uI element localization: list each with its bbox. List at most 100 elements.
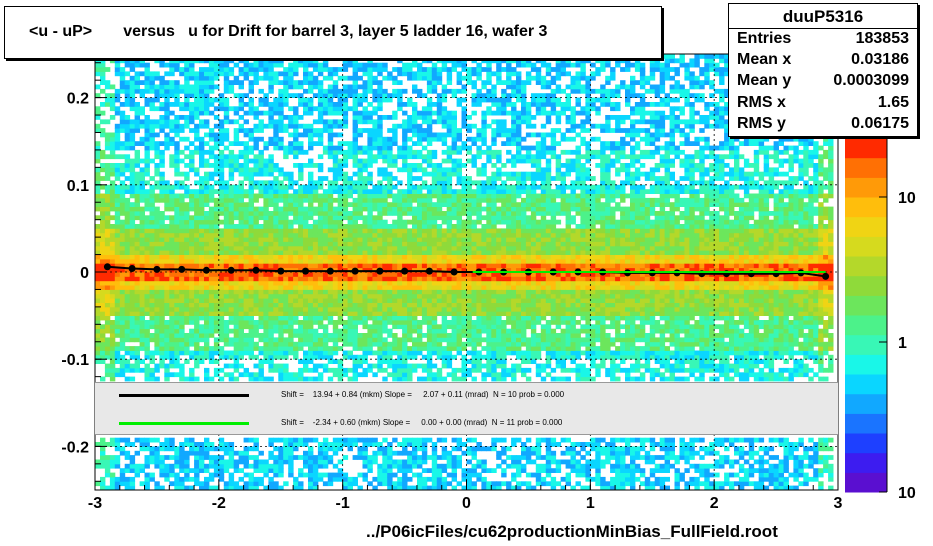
heatmap-cell	[322, 88, 329, 94]
heatmap-cell	[149, 206, 155, 212]
heatmap-cell	[357, 315, 363, 321]
heatmap-cell	[169, 446, 175, 452]
heatmap-cell	[124, 206, 131, 212]
heatmap-cell	[327, 442, 334, 447]
heatmap-cell	[303, 237, 309, 242]
heatmap-cell	[332, 437, 339, 443]
heatmap-cell	[169, 293, 175, 299]
heatmap-cell	[347, 176, 353, 181]
heatmap-cell	[114, 463, 121, 469]
heatmap-cell	[228, 219, 235, 225]
heatmap-cell	[223, 280, 230, 286]
heatmap-cell	[357, 354, 363, 360]
heatmap-cell	[208, 176, 215, 181]
heatmap-cell	[238, 128, 244, 133]
heatmap-cell	[124, 463, 131, 469]
heatmap-cell	[387, 228, 393, 234]
heatmap-cell	[417, 446, 423, 452]
heatmap-cell	[154, 302, 160, 308]
heatmap-cell	[109, 237, 116, 242]
heatmap-cell	[233, 241, 240, 247]
heatmap-cell	[308, 106, 314, 112]
heatmap-cell	[109, 215, 116, 221]
heatmap-cell	[139, 206, 145, 212]
heatmap-cell	[263, 280, 269, 286]
heatmap-cell	[327, 88, 334, 94]
heatmap-cell	[387, 145, 393, 151]
heatmap-cell	[204, 354, 210, 360]
heatmap-cell	[342, 267, 349, 273]
heatmap-cell	[104, 228, 111, 234]
heatmap-cell	[104, 320, 111, 325]
heatmap-cell	[263, 215, 269, 221]
heatmap-cell	[332, 328, 339, 334]
heatmap-cell	[308, 145, 314, 151]
heatmap-cell	[308, 245, 314, 251]
heatmap-cell	[119, 302, 126, 308]
heatmap-cell	[95, 354, 101, 360]
heatmap-cell	[407, 163, 413, 168]
heatmap-cell	[412, 455, 418, 460]
heatmap-cell	[179, 84, 185, 90]
heatmap-cell	[421, 219, 428, 225]
heatmap-cell	[208, 472, 215, 478]
heatmap-cell	[412, 350, 418, 356]
heatmap-cell	[223, 285, 230, 290]
heatmap-cell	[382, 154, 388, 160]
heatmap-cell	[392, 481, 398, 487]
heatmap-cell	[436, 311, 443, 316]
heatmap-cell	[223, 276, 230, 282]
heatmap-cell	[154, 289, 160, 295]
heatmap-cell	[342, 232, 349, 238]
heatmap-cell	[119, 481, 126, 487]
heatmap-cell	[288, 219, 294, 225]
heatmap-cell	[174, 346, 180, 351]
heatmap-cell	[283, 84, 289, 90]
heatmap-cell	[417, 472, 423, 478]
heatmap-cell	[377, 354, 383, 360]
heatmap-cell	[204, 450, 210, 456]
heatmap-cell	[223, 228, 230, 234]
heatmap-cell	[372, 202, 378, 207]
heatmap-cell	[357, 215, 363, 221]
heatmap-cell	[104, 93, 111, 98]
heatmap-cell	[441, 110, 448, 116]
heatmap-cell	[114, 306, 121, 312]
heatmap-cell	[159, 211, 165, 216]
heatmap-cell	[362, 254, 368, 260]
heatmap-cell	[451, 163, 457, 168]
heatmap-cell	[288, 176, 294, 181]
heatmap-cell	[194, 311, 200, 316]
heatmap-cell	[258, 97, 264, 103]
heatmap-cell	[263, 67, 269, 72]
heatmap-cell	[407, 123, 413, 129]
heatmap-cell	[100, 206, 106, 212]
heatmap-cell	[218, 119, 225, 125]
heatmap-cell	[352, 372, 358, 378]
heatmap-cell	[441, 132, 448, 138]
heatmap-cell	[109, 132, 116, 138]
heatmap-cell	[213, 189, 220, 194]
heatmap-cell	[421, 285, 428, 290]
heatmap-cell	[95, 311, 101, 316]
heatmap-cell	[169, 102, 175, 107]
heatmap-cell	[134, 149, 140, 155]
heatmap-cell	[134, 180, 140, 186]
heatmap-cell	[95, 333, 101, 338]
heatmap-cell	[283, 376, 289, 382]
heatmap-cell	[283, 197, 289, 203]
heatmap-cell	[446, 350, 453, 356]
heatmap-cell	[199, 184, 205, 190]
heatmap-cell	[412, 176, 418, 181]
heatmap-cell	[446, 459, 453, 465]
heatmap-cell	[159, 315, 165, 321]
heatmap-cell	[451, 254, 457, 260]
heatmap-cell	[308, 75, 314, 81]
heatmap-cell	[248, 472, 254, 478]
heatmap-cell	[258, 306, 264, 312]
heatmap-cell	[144, 280, 150, 286]
heatmap-cell	[382, 97, 388, 103]
heatmap-cell	[332, 337, 339, 343]
heatmap-cell	[377, 258, 383, 264]
heatmap-cell	[109, 359, 116, 364]
